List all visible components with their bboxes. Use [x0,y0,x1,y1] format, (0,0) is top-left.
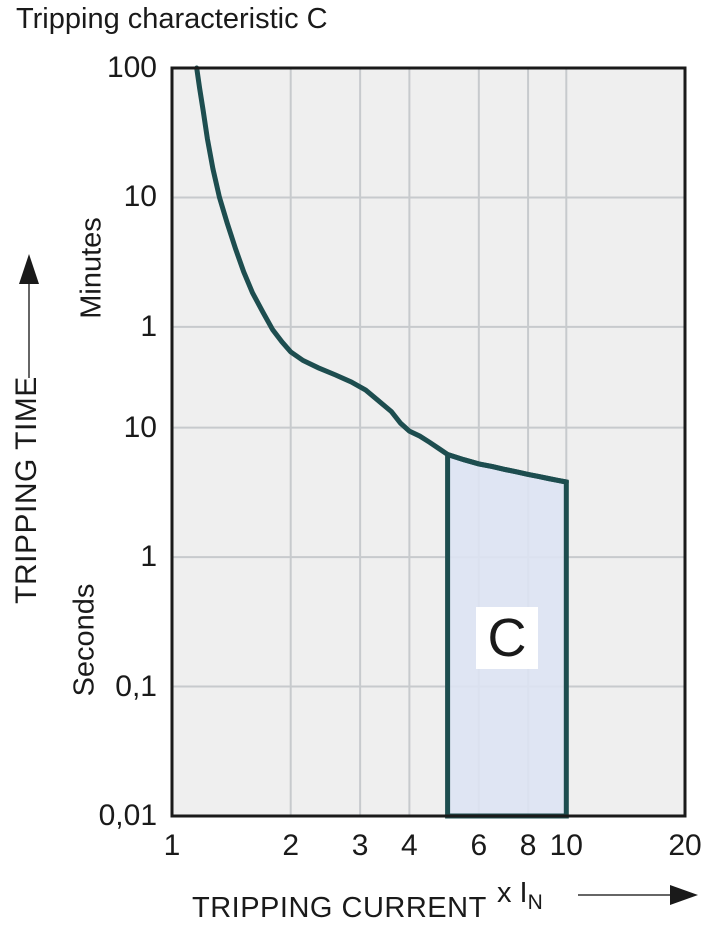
tripping-curve [194,65,569,485]
x-tick-label: 2 [282,829,300,862]
y-tick-label: 0,1 [115,669,157,703]
plot-border [170,66,687,818]
region-label-box: C [476,607,538,669]
x-tick-label: 20 [668,829,702,862]
y-tick-label: 1 [140,540,157,574]
x-tick-label: 8 [519,829,537,862]
x-axis-label: TRIPPING CURRENT [192,892,487,924]
x-axis-unit-subscript: N [527,890,543,914]
x-tick-label: 10 [549,829,583,862]
x-axis-unit: x IN [497,877,543,915]
y-tick-label: 0,01 [98,799,157,832]
y-axis-unit-minutes: Minutes [75,217,108,319]
x-tick-label: 3 [351,829,369,862]
x-axis-unit-text: x I [497,877,528,909]
y-axis-arrow-icon [19,254,39,284]
y-tick-label: 1 [140,309,157,343]
y-tick-label: 10 [123,180,157,214]
y-tick-label: 10 [123,410,157,444]
x-tick-label: 6 [470,829,488,862]
x-axis-arrow-icon [670,885,698,905]
region-label: C [487,608,527,668]
y-tick-label: 100 [106,51,157,84]
x-tick-label: 4 [401,829,418,862]
chart-title: Tripping characteristic C [16,3,328,35]
x-tick-label: 1 [163,829,181,862]
